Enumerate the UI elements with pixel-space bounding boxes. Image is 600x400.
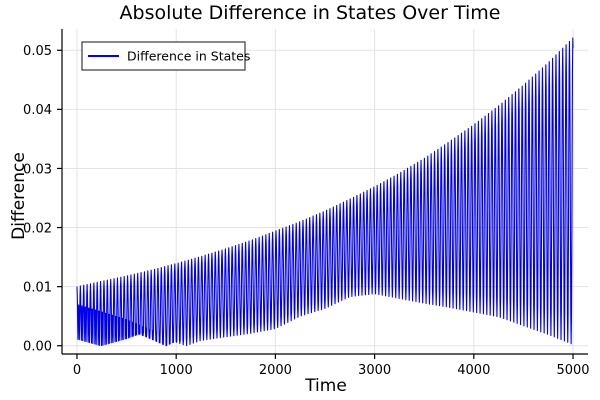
tick-labels: 0 1000 2000 3000 4000 5000 0.00 0.01 0.02 0.03 0.0…	[23, 44, 590, 378]
x-axis-label: Time	[304, 376, 347, 396]
axes	[57, 29, 588, 359]
x-tick-label-0: 0	[73, 363, 81, 378]
x-tick-label-2000: 2000	[259, 363, 292, 378]
y-axis-label: Difference	[9, 152, 29, 240]
y-tick-label-0.01: 0.01	[23, 280, 52, 295]
y-tick-label-0.05: 0.05	[23, 44, 52, 59]
difference-in-states-line	[76, 37, 574, 347]
chart-title: Absolute Difference in States Over Time	[120, 2, 501, 24]
y-tick-label-0.04: 0.04	[23, 103, 52, 118]
x-tick-label-3000: 3000	[358, 363, 391, 378]
x-tick-label-5000: 5000	[556, 363, 589, 378]
legend-label: Difference in States	[127, 49, 250, 64]
y-tick-label-0.02: 0.02	[23, 221, 52, 236]
y-tick-label-0: 0.00	[23, 340, 52, 355]
x-tick-label-1000: 1000	[160, 363, 193, 378]
y-tick-label-0.03: 0.03	[23, 162, 52, 177]
series-difference-in-states	[76, 37, 574, 347]
x-tick-label-4000: 4000	[457, 363, 490, 378]
legend: Difference in States	[81, 41, 250, 71]
